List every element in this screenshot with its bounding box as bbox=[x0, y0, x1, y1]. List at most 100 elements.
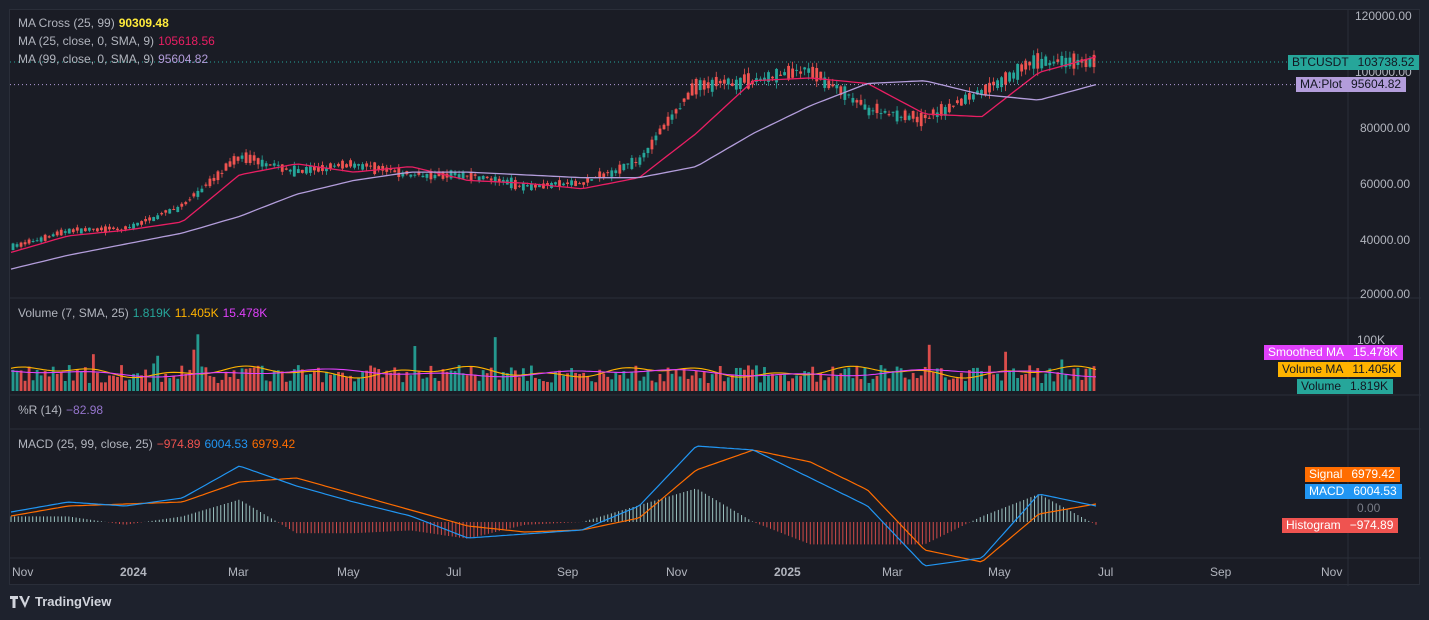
smoothed-ma-line bbox=[10, 368, 1097, 378]
volume-bar bbox=[19, 370, 23, 391]
volume-bar bbox=[252, 367, 256, 391]
volume-tag-value: 1.819K bbox=[1345, 379, 1394, 394]
footer: TradingView bbox=[10, 594, 111, 609]
candle-body bbox=[200, 188, 204, 193]
volume-bar bbox=[827, 377, 831, 391]
volume-bar bbox=[429, 365, 433, 391]
price-axis-tick: 80000.00 bbox=[1360, 121, 1411, 135]
price-tag-value: 103738.52 bbox=[1352, 55, 1420, 70]
candle-body bbox=[972, 94, 975, 100]
candle-body bbox=[718, 80, 722, 84]
candle-body bbox=[626, 163, 630, 165]
candle-body bbox=[951, 105, 955, 107]
volume-bar bbox=[1068, 379, 1072, 391]
candle-body bbox=[381, 165, 385, 171]
candle-body bbox=[1068, 57, 1072, 67]
branding-text: TradingView bbox=[35, 594, 112, 609]
volume-bar bbox=[264, 380, 268, 391]
volume-bar bbox=[746, 365, 750, 391]
tradingview-logo-icon bbox=[10, 595, 30, 608]
candle-body bbox=[75, 227, 79, 231]
volume-bar bbox=[23, 380, 27, 391]
volume-bar bbox=[79, 371, 83, 391]
candle-body bbox=[642, 152, 646, 158]
volume-bar bbox=[694, 370, 698, 391]
candle-body bbox=[783, 72, 786, 76]
volume-bar bbox=[947, 379, 951, 391]
candle-body bbox=[280, 164, 284, 172]
candle-body bbox=[27, 239, 31, 244]
volume-bar bbox=[469, 366, 473, 391]
volume-bar bbox=[690, 375, 694, 391]
candle-body bbox=[578, 183, 582, 185]
legend-volume-smoothed-value: 15.478K bbox=[222, 306, 268, 320]
candle-body bbox=[216, 171, 220, 181]
candle-body bbox=[803, 67, 807, 70]
volume-bar bbox=[980, 371, 983, 391]
candle-body bbox=[658, 128, 662, 135]
legend-ma25[interactable]: MA (25, close, 0, SMA, 9) 105618.56 bbox=[18, 33, 219, 49]
time-axis-tick: Nov bbox=[12, 565, 34, 579]
volume-bar bbox=[397, 372, 401, 391]
candle-body bbox=[907, 115, 911, 120]
volume-bar bbox=[879, 365, 883, 391]
candle-body bbox=[976, 90, 979, 95]
volume-bar bbox=[819, 372, 823, 391]
volume-bar bbox=[1088, 367, 1092, 391]
candle-body bbox=[574, 180, 578, 187]
volume-bar bbox=[767, 375, 770, 391]
legend-macd[interactable]: MACD (25, 99, close, 25) −974.89 6004.53 69… bbox=[18, 436, 299, 452]
candle-body bbox=[582, 182, 586, 185]
volume-bar bbox=[15, 370, 19, 391]
volume-bar bbox=[200, 366, 204, 391]
volume-bar bbox=[972, 368, 975, 391]
candle-body bbox=[300, 169, 304, 173]
candle-body bbox=[152, 217, 156, 222]
candle-body bbox=[288, 169, 292, 172]
volume-bar bbox=[1008, 371, 1012, 391]
candle-body bbox=[710, 79, 714, 92]
candle-body bbox=[984, 84, 987, 96]
volume-bar bbox=[1072, 368, 1076, 391]
volume-bar bbox=[755, 365, 758, 391]
legend-ma-cross[interactable]: MA Cross (25, 99) 90309.48 bbox=[18, 15, 173, 31]
candle-body bbox=[39, 237, 43, 242]
macd-tag-histogram: Histogram −974.89 bbox=[1282, 518, 1399, 533]
volume-bar bbox=[783, 374, 786, 391]
volume-bar bbox=[1092, 366, 1096, 391]
candle-body bbox=[831, 84, 835, 87]
volume-bar bbox=[658, 373, 662, 391]
volume-bar bbox=[915, 378, 919, 391]
volume-bar bbox=[779, 375, 782, 391]
volume-bar bbox=[39, 375, 43, 391]
volume-bar bbox=[441, 369, 445, 391]
candle-body bbox=[738, 77, 742, 90]
volume-bar bbox=[192, 349, 196, 391]
candle-body bbox=[329, 163, 332, 169]
candle-body bbox=[361, 164, 365, 170]
volume-bar bbox=[473, 374, 477, 391]
legend-williams-r[interactable]: %R (14) −82.98 bbox=[18, 402, 107, 418]
volume-bar bbox=[437, 380, 441, 391]
volume-bar bbox=[618, 375, 622, 391]
candle-body bbox=[132, 223, 135, 229]
volume-bar bbox=[787, 381, 790, 391]
legend-wr-value: −82.98 bbox=[66, 403, 104, 417]
chart-canvas[interactable] bbox=[10, 10, 1421, 586]
volume-bar bbox=[228, 377, 232, 391]
price-axis-tick: 40000.00 bbox=[1360, 233, 1411, 247]
volume-tag-volume: Volume 1.819K bbox=[1297, 379, 1394, 394]
candle-body bbox=[851, 97, 855, 103]
legend-volume[interactable]: Volume (7, SMA, 25) 1.819K 11.405K 15.478K bbox=[18, 305, 271, 321]
legend-volume-value: 1.819K bbox=[132, 306, 171, 320]
candle-body bbox=[292, 165, 296, 177]
legend-ma99[interactable]: MA (99, close, 0, SMA, 9) 95604.82 bbox=[18, 51, 212, 67]
candle-body bbox=[610, 170, 614, 177]
volume-bar bbox=[751, 369, 754, 391]
volume-bar bbox=[935, 368, 939, 391]
candle-body bbox=[795, 69, 799, 71]
time-axis-tick: 2025 bbox=[774, 565, 801, 579]
chart-frame[interactable] bbox=[9, 9, 1421, 586]
candle-body bbox=[485, 176, 489, 179]
volume-bar bbox=[232, 370, 236, 391]
